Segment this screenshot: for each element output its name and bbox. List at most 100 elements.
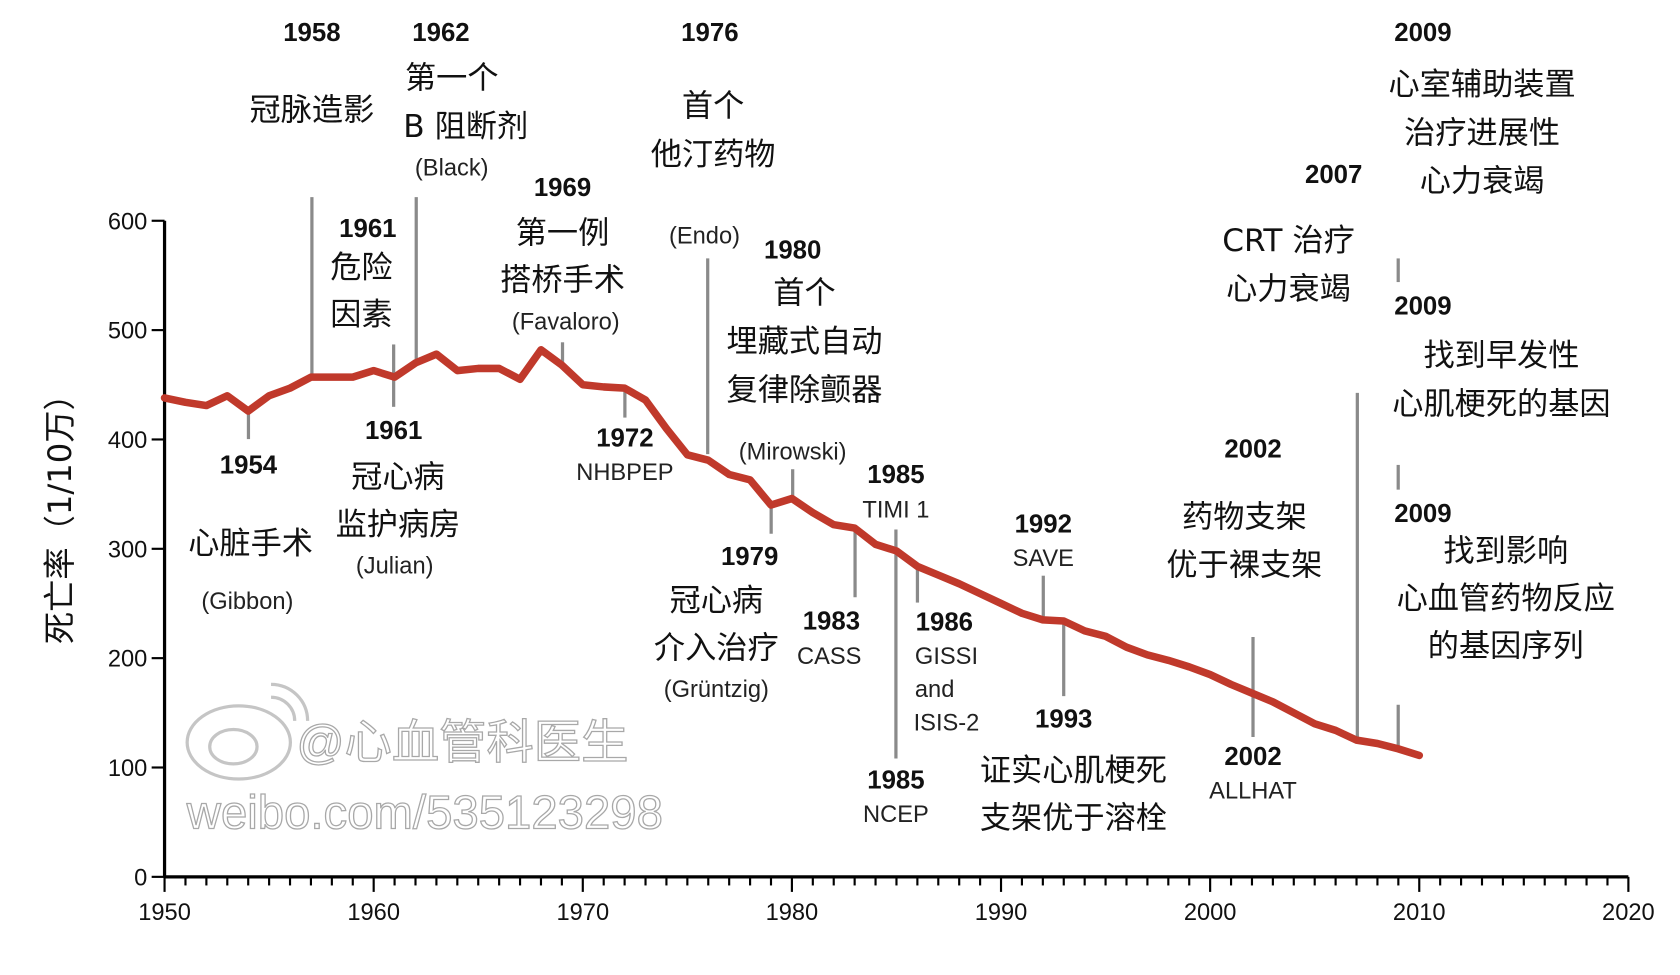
y-tick-label: 300 — [108, 537, 147, 563]
y-tick-label: 600 — [108, 209, 147, 235]
annotation-1979-pci: 1979 冠心病 介入治疗 (Grüntzig) — [654, 543, 779, 703]
annotation-year: 2002 — [1224, 743, 1281, 771]
annotation-1985-timi: 1985 TIMI 1 — [862, 461, 929, 523]
annotation-1969-cabg: 1969 第一例 搭桥手术 (Favaloro) — [500, 174, 625, 335]
annotation-1961-ccu: 1961 冠心病 监护病房 (Julian) — [336, 417, 461, 579]
annotation-year: 1992 — [1015, 511, 1072, 539]
annotation-1985-ncep: 1985 NCEP — [863, 767, 929, 828]
annotation-text: 找到影响 — [1443, 534, 1568, 570]
annotation-1992-save: 1992 SAVE — [1013, 511, 1074, 572]
y-tick-label: 0 — [134, 865, 147, 891]
annotation-1986-gissi: 1986 GISSI and ISIS-2 — [914, 609, 980, 737]
annotation-text: 心力衰竭 — [1420, 164, 1545, 200]
axes: 0 100 200 300 400 500 600 1950 1960 1970 1980 1990 2… — [108, 209, 1655, 925]
annotation-text: 搭桥手术 — [500, 263, 625, 299]
annotation-year: 1961 — [365, 417, 422, 445]
leader-lines — [246, 197, 1400, 759]
y-axis-label: 死亡率（1/10万） — [41, 378, 79, 644]
annotation-year: 2007 — [1305, 161, 1362, 189]
annotation-year: 2009 — [1394, 292, 1451, 320]
annotation-text: 支架优于溶栓 — [980, 800, 1167, 836]
annotation-text: 心肌梗死的基因 — [1392, 386, 1610, 422]
annotation-text: 第一例 — [516, 215, 610, 251]
annotation-2009-vad: 2009 心室辅助装置 治疗进展性 心力衰竭 — [1389, 19, 1576, 200]
annotation-text: 介入治疗 — [654, 631, 779, 667]
annotation-author: (Mirowski) — [739, 440, 847, 466]
annotation-text: 冠心病 — [670, 583, 764, 619]
annotation-2002-des: 2002 药物支架 优于裸支架 — [1166, 435, 1322, 583]
annotation-text: B 阻断剂 — [403, 109, 528, 145]
annotation-year: 1980 — [764, 236, 821, 264]
annotation-2007-crt: 2007 CRT 治疗 心力衰竭 — [1222, 161, 1362, 307]
annotation-year: 1986 — [916, 609, 973, 637]
annotation-text: 的基因序列 — [1428, 628, 1584, 664]
annotation-author: (Gibbon) — [201, 589, 293, 615]
annotation-text: 心血管药物反应 — [1397, 581, 1615, 617]
annotation-text: and — [915, 677, 954, 703]
annotation-1993-stent: 1993 证实心肌梗死 支架优于溶栓 — [980, 705, 1167, 836]
x-tick-label: 1990 — [975, 900, 1028, 926]
annotation-2009-pharmacogenomics: 2009 找到影响 心血管药物反应 的基因序列 — [1394, 500, 1615, 664]
x-tick-label: 2020 — [1602, 900, 1655, 926]
annotation-text: 找到早发性 — [1423, 338, 1579, 374]
annotation-text: 证实心肌梗死 — [980, 753, 1167, 789]
annotation-1954-heart-surgery: 1954 心脏手术 (Gibbon) — [188, 452, 313, 616]
x-tick-label: 1970 — [556, 900, 609, 926]
annotations: 1958 冠脉造影 1962 第一个 B 阻断剂 (Black) 1976 首个… — [188, 19, 1615, 836]
annotation-year: 1985 — [867, 767, 924, 795]
annotation-text: GISSI — [915, 644, 978, 670]
annotation-author: (Grüntzig) — [664, 677, 769, 703]
annotation-year: 1961 — [339, 215, 396, 243]
annotation-year: 1993 — [1035, 705, 1092, 733]
annotation-year: 1979 — [721, 543, 778, 571]
annotation-text: TIMI 1 — [862, 498, 929, 524]
annotation-text: 他汀药物 — [651, 137, 776, 173]
weibo-logo-icon — [185, 682, 310, 781]
annotation-text: 心脏手术 — [188, 526, 313, 562]
annotation-text: 心力衰竭 — [1226, 271, 1351, 307]
annotation-1976-statin: 1976 首个 他汀药物 (Endo) — [651, 19, 776, 249]
x-tick-label: 1960 — [347, 900, 400, 926]
annotation-year: 2002 — [1224, 435, 1281, 463]
annotation-year: 1962 — [412, 19, 469, 47]
annotation-1958-angiography: 1958 冠脉造影 — [250, 19, 375, 129]
annotation-text: NHBPEP — [576, 460, 673, 486]
annotation-text: ALLHAT — [1209, 778, 1297, 804]
annotation-text: 冠脉造影 — [250, 93, 375, 129]
x-tick-label: 1950 — [138, 900, 191, 926]
annotation-year: 1954 — [220, 452, 278, 480]
annotation-text: 治疗进展性 — [1404, 115, 1560, 151]
annotation-text: 药物支架 — [1182, 499, 1307, 535]
annotation-text: SAVE — [1013, 546, 1074, 572]
y-tick-label: 200 — [108, 647, 147, 673]
annotation-year: 1985 — [867, 461, 924, 489]
annotation-2002-allhat: 2002 ALLHAT — [1209, 743, 1297, 804]
watermark-url: weibo.com/535123298 — [186, 786, 663, 839]
annotation-text: ISIS-2 — [914, 711, 980, 737]
annotation-1972-nhbpep: 1972 NHBPEP — [576, 425, 673, 486]
watermark-handle: @心血管科医生 — [297, 717, 629, 770]
x-tick-label: 2000 — [1184, 900, 1237, 926]
annotation-1983-cass: 1983 CASS — [797, 607, 861, 669]
annotation-text: NCEP — [863, 802, 929, 828]
annotation-year: 1972 — [596, 425, 653, 453]
annotation-text: 监护病房 — [336, 507, 461, 543]
annotation-text: CRT 治疗 — [1222, 223, 1355, 259]
annotation-text: 埋藏式自动 — [727, 324, 883, 360]
annotation-text: 心室辅助装置 — [1389, 67, 1576, 103]
annotation-year: 1969 — [534, 174, 591, 202]
y-tick-label: 500 — [108, 319, 147, 345]
annotation-year: 2009 — [1394, 500, 1451, 528]
annotation-text: 首个 — [773, 276, 835, 312]
annotation-year: 1976 — [681, 19, 738, 47]
annotation-text: 危险 — [330, 250, 392, 286]
annotation-author: (Endo) — [669, 223, 740, 249]
annotation-text: 第一个 — [405, 60, 499, 96]
annotation-author: (Favaloro) — [512, 309, 620, 335]
annotation-1980-icd: 1980 首个 埋藏式自动 复律除颤器 (Mirowski) — [727, 236, 883, 465]
annotation-1961-risk-factors: 1961 危险 因素 — [330, 215, 396, 333]
annotation-2009-mi-gene: 2009 找到早发性 心肌梗死的基因 — [1392, 292, 1610, 422]
annotation-text: 复律除颤器 — [727, 372, 883, 408]
x-tick-label: 1980 — [766, 900, 819, 926]
